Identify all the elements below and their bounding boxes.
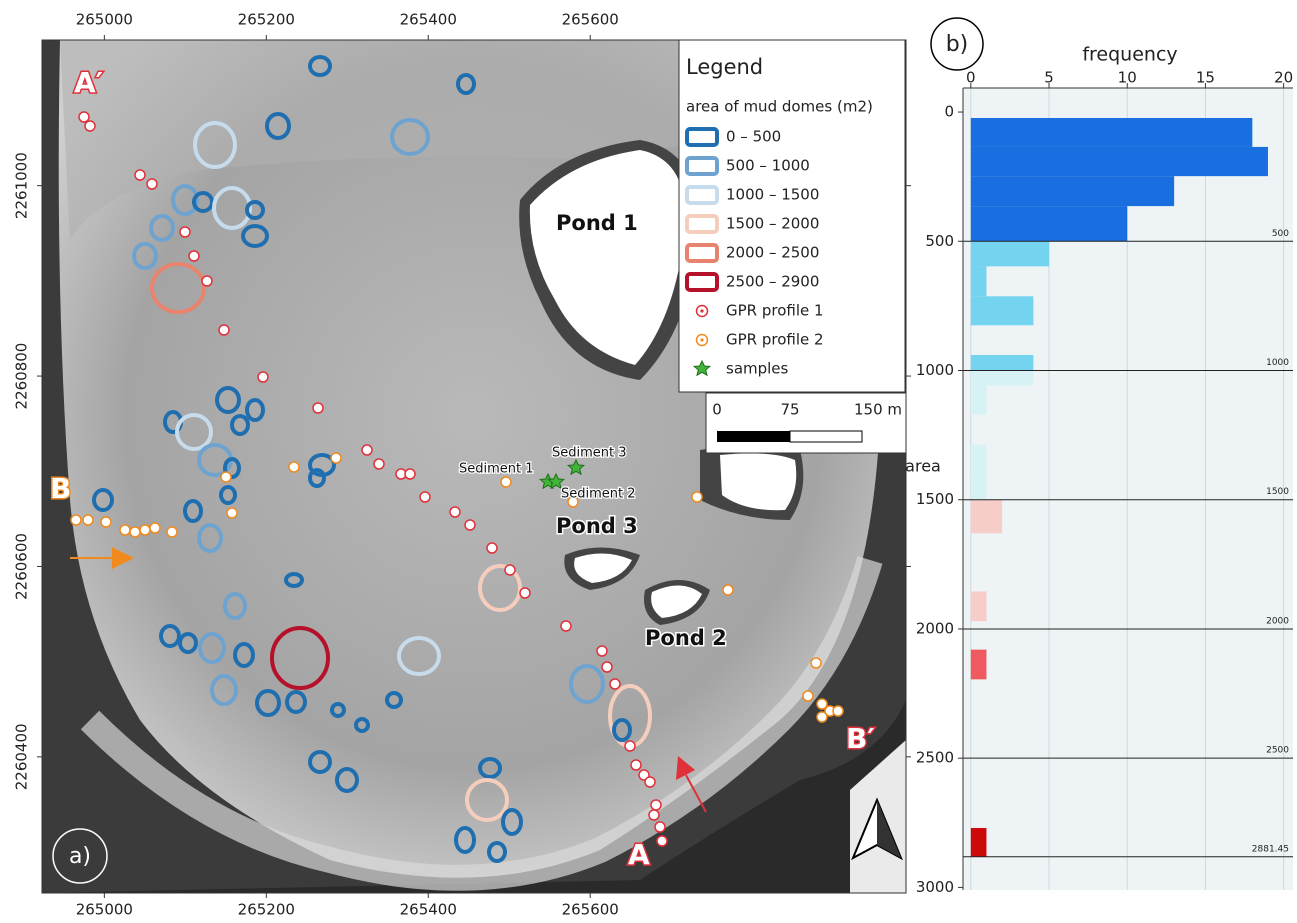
scale-bar bbox=[717, 431, 790, 442]
bar bbox=[971, 591, 987, 621]
sample-label: Sediment 1 bbox=[459, 462, 534, 477]
x-tick-label: 10 bbox=[1118, 69, 1137, 87]
bar bbox=[971, 370, 1034, 385]
class-break-label: 2881.45 bbox=[1252, 844, 1289, 854]
class-break-label: 500 bbox=[1272, 229, 1289, 239]
legend-title: Legend bbox=[686, 55, 763, 79]
profile-end-label: A′ bbox=[74, 66, 103, 99]
pond-label: Pond 2 bbox=[645, 626, 727, 650]
legend-label: 1500 – 2000 bbox=[726, 215, 819, 233]
scale-label: 75 bbox=[780, 401, 799, 419]
bar bbox=[971, 241, 1049, 266]
bar bbox=[971, 474, 987, 500]
bar bbox=[971, 828, 987, 857]
x-tick-label: 265600 bbox=[562, 11, 619, 29]
panel-label: a) bbox=[69, 844, 91, 869]
class-break-label: 1500 bbox=[1266, 487, 1289, 497]
scale-label: 0 bbox=[712, 401, 722, 419]
x-tick-label: 15 bbox=[1196, 69, 1215, 87]
legend-marker bbox=[700, 338, 703, 341]
bar bbox=[971, 147, 1268, 176]
x-tick-label: 0 bbox=[966, 69, 976, 87]
legend-subtitle: area of mud domes (m2) bbox=[686, 98, 873, 116]
sample-label: Sediment 2 bbox=[561, 487, 636, 502]
pond-label: Pond 3 bbox=[556, 514, 638, 538]
class-break-label: 2500 bbox=[1266, 746, 1289, 756]
y-axis-label: area bbox=[905, 457, 941, 476]
y-tick-label: 2500 bbox=[916, 749, 954, 767]
bar bbox=[971, 385, 987, 414]
x-tick-label: 265200 bbox=[238, 901, 295, 919]
profile-end-label: B bbox=[50, 472, 71, 505]
profile-end-label: B′ bbox=[846, 722, 875, 755]
class-break-label: 1000 bbox=[1266, 358, 1289, 368]
y-tick-label: 2261000 bbox=[13, 152, 31, 219]
x-tick-label: 5 bbox=[1044, 69, 1054, 87]
panel-label: b) bbox=[946, 32, 969, 57]
x-tick-label: 265400 bbox=[400, 11, 457, 29]
y-tick-label: 2260800 bbox=[13, 343, 31, 410]
legend-label: 2500 – 2900 bbox=[726, 273, 819, 291]
y-tick-label: 0 bbox=[944, 103, 954, 121]
legend-label: GPR profile 2 bbox=[726, 331, 824, 349]
figure: Pond 1 Pond 3 Pond 2 Sediment 1 Sediment… bbox=[0, 0, 1297, 923]
profile-end-label: A bbox=[628, 838, 650, 871]
pond-label: Pond 1 bbox=[556, 211, 638, 235]
legend-label: 0 – 500 bbox=[726, 128, 781, 146]
class-break-label: 2000 bbox=[1266, 616, 1289, 626]
legend-label: GPR profile 1 bbox=[726, 302, 824, 320]
y-tick-label: 3000 bbox=[916, 878, 954, 896]
scale-label: 150 m bbox=[854, 401, 902, 419]
x-tick-label: 20 bbox=[1274, 69, 1293, 87]
x-tick-label: 265000 bbox=[76, 11, 133, 29]
x-tick-label: 265600 bbox=[562, 901, 619, 919]
x-tick-label: 265400 bbox=[400, 901, 457, 919]
bar bbox=[971, 206, 1127, 241]
sample-label: Sediment 3 bbox=[552, 446, 627, 461]
bar bbox=[971, 118, 1253, 147]
bar bbox=[971, 296, 1034, 325]
legend-marker bbox=[700, 309, 703, 312]
bar bbox=[971, 445, 987, 474]
x-tick-label: 265000 bbox=[76, 901, 133, 919]
legend-label: 500 – 1000 bbox=[726, 157, 810, 175]
bar bbox=[971, 355, 1034, 371]
legend-label: 1000 – 1500 bbox=[726, 186, 819, 204]
y-tick-label: 1500 bbox=[916, 490, 954, 508]
x-axis-label: frequency bbox=[1082, 44, 1177, 66]
y-tick-label: 2000 bbox=[916, 619, 954, 637]
y-tick-label: 2260600 bbox=[13, 533, 31, 600]
y-tick-label: 500 bbox=[925, 232, 954, 250]
bar bbox=[971, 266, 987, 296]
bar bbox=[971, 650, 987, 680]
bar bbox=[971, 500, 1002, 534]
legend-label: samples bbox=[726, 360, 789, 378]
legend-label: 2000 – 2500 bbox=[726, 244, 819, 262]
y-tick-label: 1000 bbox=[916, 361, 954, 379]
bar bbox=[971, 176, 1174, 206]
y-tick-label: 2260400 bbox=[13, 723, 31, 790]
scale-bar bbox=[790, 431, 862, 442]
x-tick-label: 265200 bbox=[238, 11, 295, 29]
